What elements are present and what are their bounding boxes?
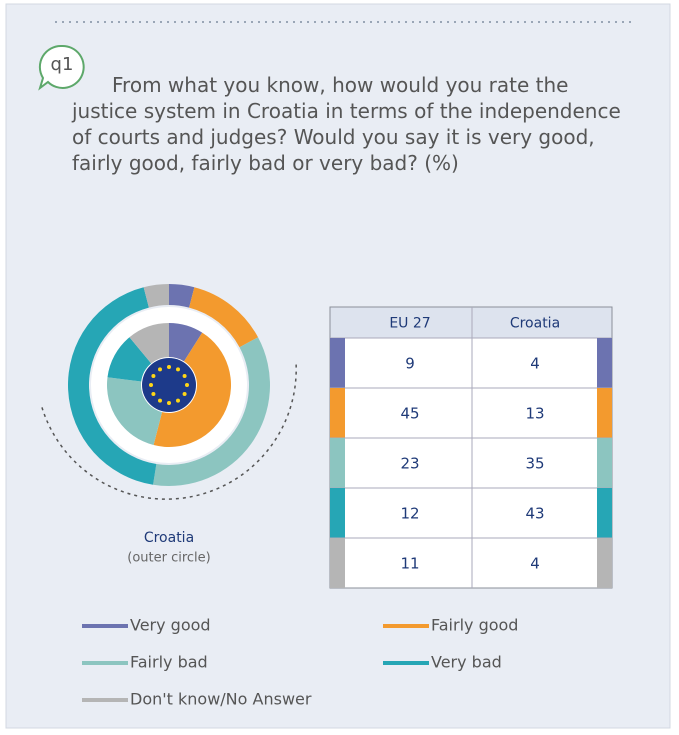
donut-segment (169, 323, 203, 362)
donut-segment (153, 332, 231, 447)
table-cell: 13 (525, 405, 544, 423)
donut-segment (129, 323, 169, 364)
legend-label: Very good (130, 616, 211, 635)
table-cell: 43 (525, 505, 544, 523)
eu-flag (142, 358, 196, 412)
flag-star (151, 392, 156, 396)
table-cell: 23 (400, 455, 419, 473)
row-swatch (330, 438, 345, 488)
table-header-label: Croatia (510, 316, 560, 332)
table-cell: 11 (400, 555, 419, 573)
row-swatch (597, 538, 612, 588)
donut-segment (143, 284, 169, 308)
row-swatch (330, 488, 345, 538)
flag-star (167, 401, 171, 405)
donut-segment (107, 377, 163, 446)
table-bg (329, 306, 613, 589)
table-cell: 4 (530, 355, 540, 373)
annotation: Croatia (144, 530, 194, 546)
table-cell: 4 (530, 555, 540, 573)
plot: EU 27 Croatia 9 4 Very good 45 13 Fairly good 23… (68, 284, 613, 709)
flag-star (158, 367, 162, 372)
badge: q1 (51, 54, 74, 75)
table-cell: 45 (400, 405, 419, 423)
flag-star (182, 392, 187, 396)
legend-label: Fairly good (431, 616, 518, 635)
legend-label: Don't know/No Answer (130, 690, 312, 709)
dashed-arc (41, 362, 297, 500)
donut-segment (153, 337, 270, 486)
row-swatch (597, 338, 612, 388)
donut-segment (189, 287, 259, 348)
row-swatch (597, 388, 612, 438)
flag-star (151, 374, 156, 378)
question: From what you know, how would you rate t… (72, 73, 621, 175)
row-swatch (330, 338, 345, 388)
badge-bubble (38, 44, 85, 91)
legend-label: Very bad (431, 653, 502, 672)
flag-star (176, 367, 180, 372)
row-swatch (597, 488, 612, 538)
row-swatch (330, 538, 345, 588)
table-cell: 9 (405, 355, 415, 373)
flag-star (167, 365, 171, 369)
donut-segment (107, 337, 152, 382)
table-cell: 12 (400, 505, 419, 523)
legend-label: Fairly bad (130, 653, 208, 672)
table-header (329, 306, 613, 339)
flag-star (158, 398, 162, 403)
flag-star (149, 383, 153, 387)
row-swatch (330, 388, 345, 438)
annotation-note: (outer circle) (127, 551, 210, 566)
row-swatch (597, 438, 612, 488)
donut-segment (68, 287, 157, 485)
table-header-label: EU 27 (389, 316, 430, 332)
flag-star (176, 398, 180, 403)
donut-segment (169, 284, 195, 308)
flag-star (185, 383, 189, 387)
table-cell: 35 (525, 455, 544, 473)
flag-star (182, 374, 187, 378)
